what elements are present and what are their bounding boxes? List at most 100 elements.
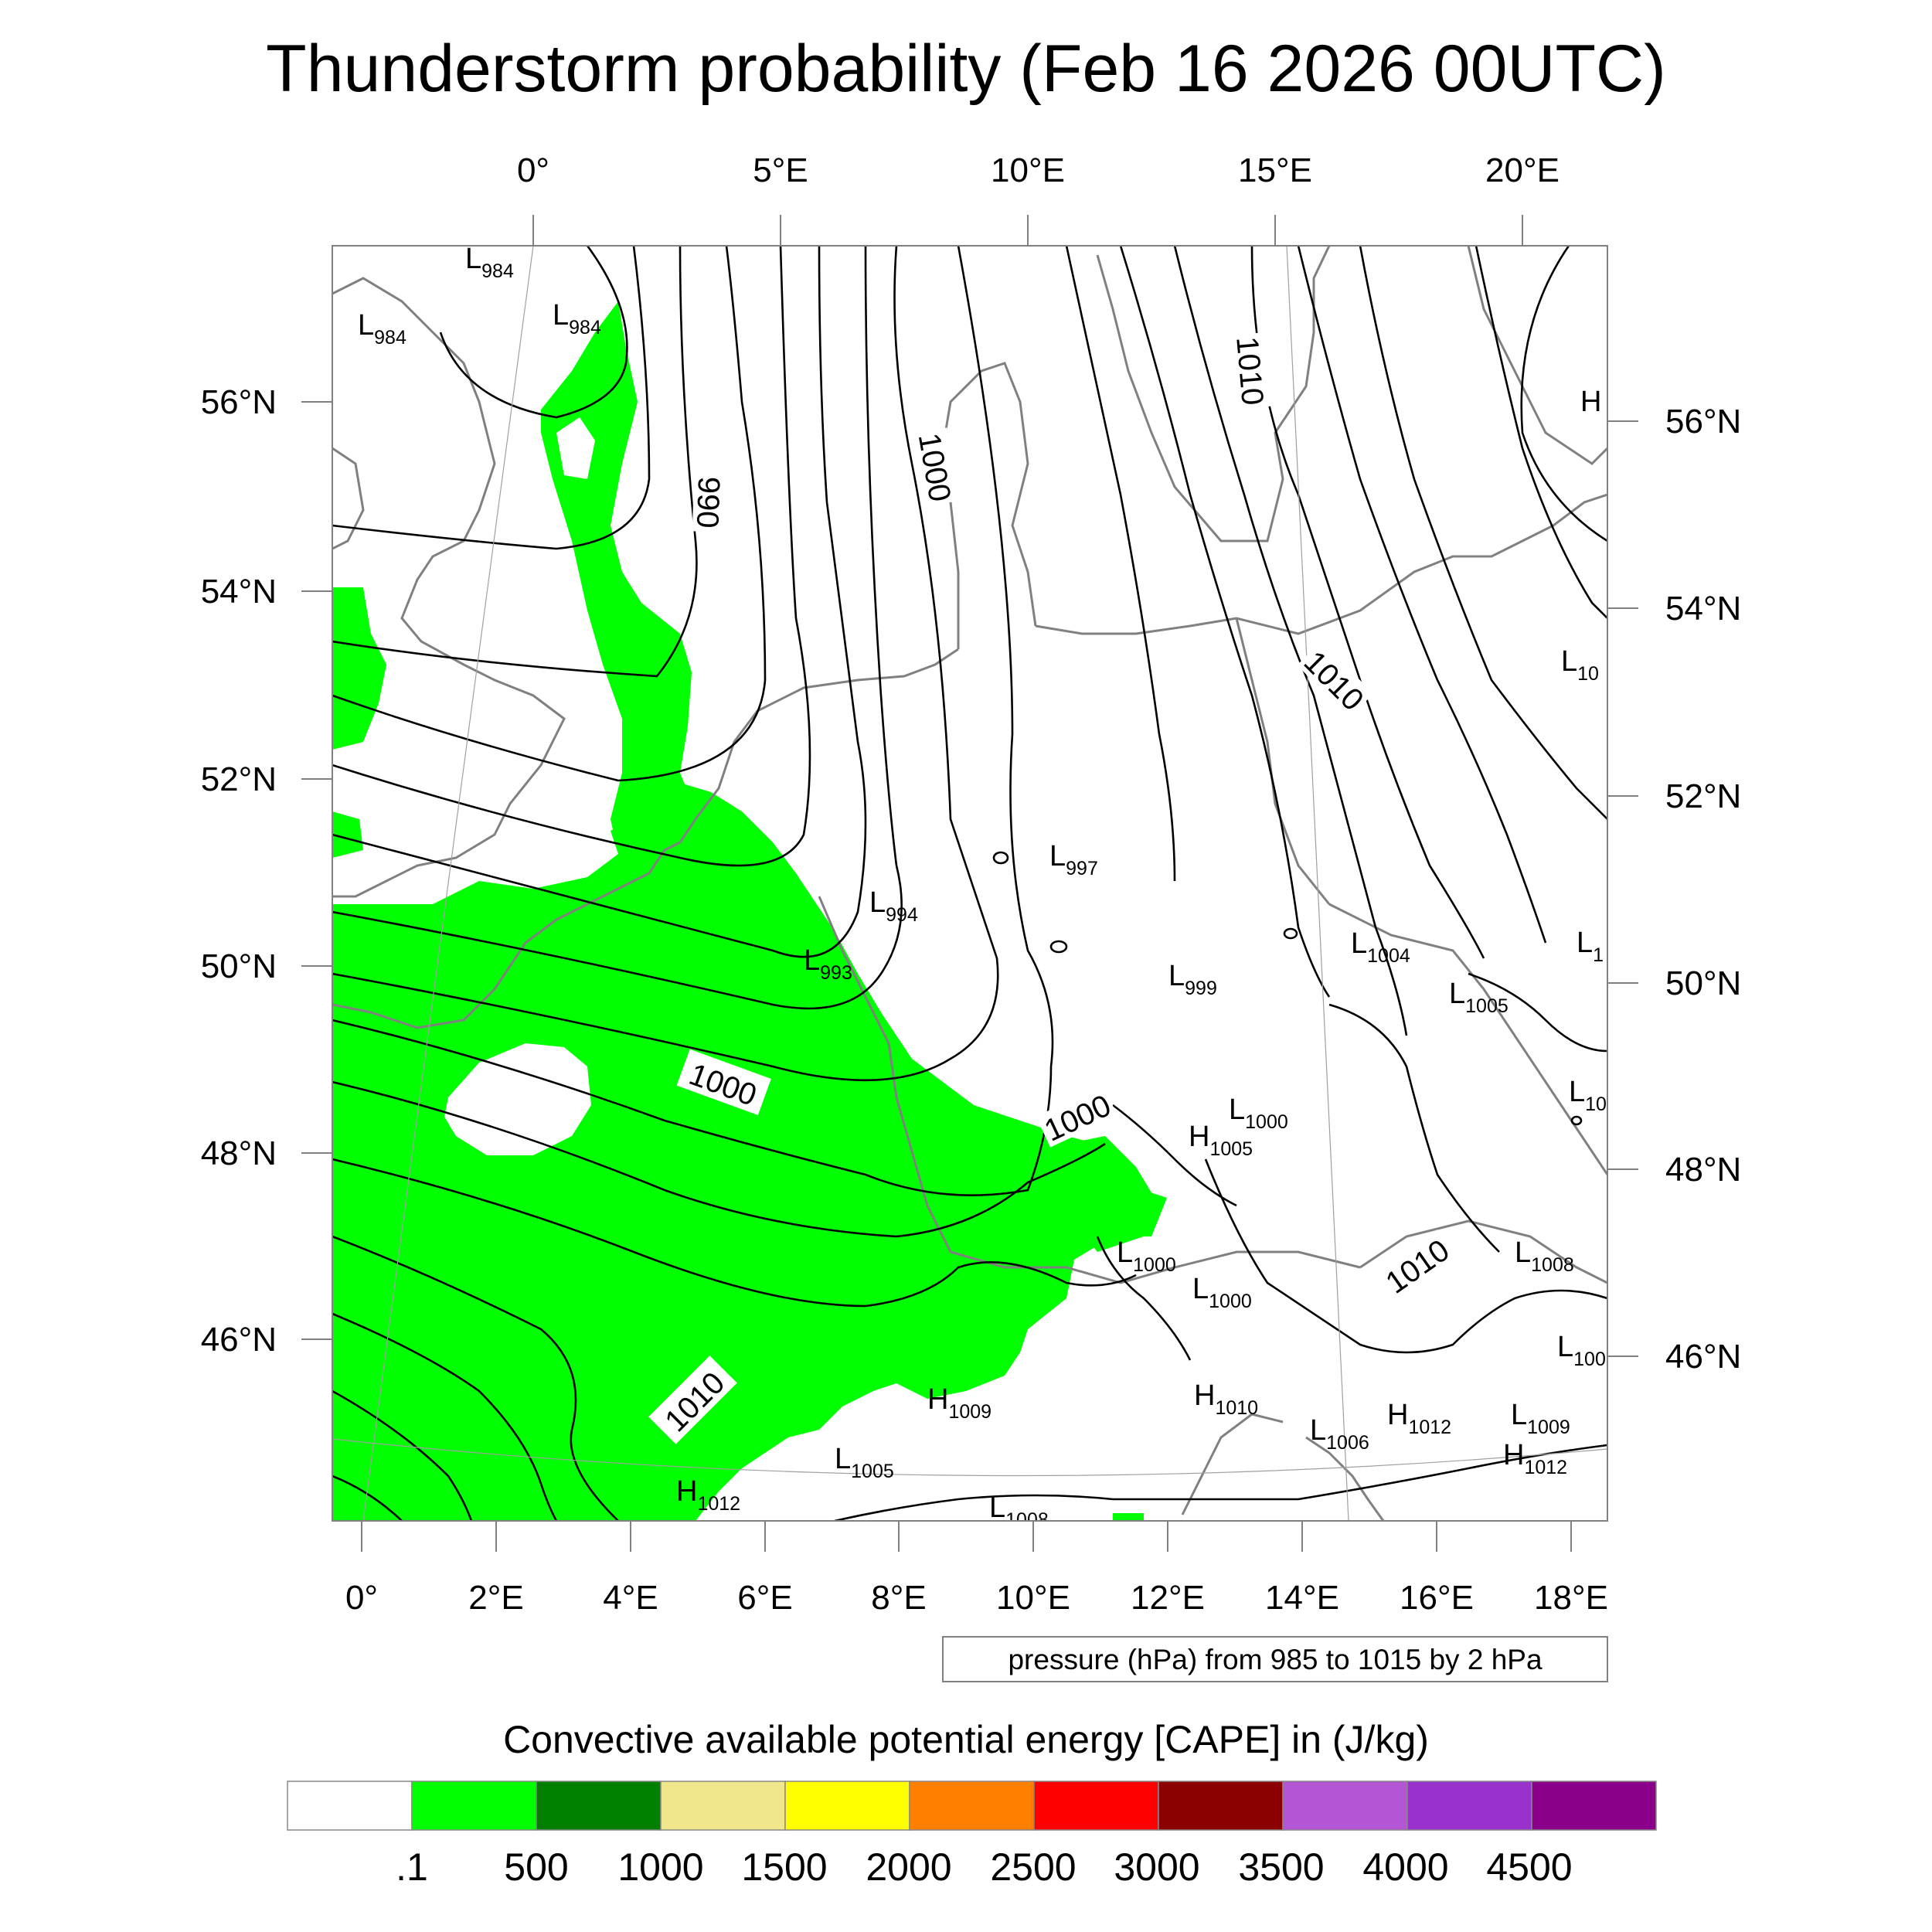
- pressure-center: L1005: [1449, 978, 1509, 1017]
- bottom-lon-label: 16°E: [1400, 1579, 1474, 1617]
- pressure-center: L993: [804, 944, 852, 984]
- pressure-center: L984: [553, 299, 601, 338]
- no-cape-hole-2: [556, 417, 595, 479]
- right-ticks: [1607, 420, 1638, 1357]
- graticule-meridian: [1286, 246, 1349, 1521]
- coastline-ireland: [332, 447, 365, 550]
- colorbar-label: 2500: [990, 1845, 1076, 1889]
- colorbar-label: 1500: [741, 1845, 827, 1889]
- top-lon-label: 20°E: [1485, 151, 1560, 189]
- top-lon-label: 0°: [517, 151, 549, 189]
- isobar: [332, 246, 811, 867]
- top-lon-label: 15°E: [1238, 151, 1312, 189]
- isobar: [439, 246, 628, 419]
- isobar: [1297, 246, 1547, 944]
- colorbar-label: 4500: [1486, 1845, 1572, 1889]
- figure-title: Thunderstorm probability (Feb 16 2026 00…: [266, 32, 1666, 106]
- bottom-lon-label: 12°E: [1131, 1579, 1205, 1617]
- pressure-center: L999: [1168, 960, 1217, 999]
- bottom-ticks: [361, 1521, 1572, 1552]
- map-area: 990 1000 1010 1010 1000 1000: [332, 243, 1607, 1521]
- pressure-center: L984: [465, 243, 514, 282]
- colorbar-swatch: [1158, 1781, 1284, 1831]
- pressure-center: H1012: [1387, 1399, 1451, 1438]
- bottom-lon-label: 4°E: [603, 1579, 658, 1617]
- bottom-lon-label: 6°E: [737, 1579, 792, 1617]
- isobar-closed: [1283, 927, 1298, 940]
- pressure-center: H1012: [676, 1475, 740, 1515]
- coastlines: [332, 246, 1607, 1521]
- isobar: [1468, 972, 1607, 1053]
- coastline-baltic-states: [1467, 246, 1607, 465]
- top-lon-label: 5°E: [753, 151, 808, 189]
- graticule-meridian: [362, 246, 534, 1521]
- no-cape-hole: [444, 1043, 591, 1155]
- colorbar-label: 500: [504, 1845, 568, 1889]
- coastline-adriatic: [1305, 1436, 1385, 1521]
- left-lat-label: 48°N: [201, 1134, 277, 1172]
- isobar: [332, 1475, 403, 1521]
- border-alps: [950, 1250, 1361, 1284]
- border-hungary: [1359, 1219, 1607, 1284]
- coastline-sweden: [1096, 246, 1331, 543]
- colorbar-label: 1000: [617, 1845, 703, 1889]
- pressure-center: L1006: [1310, 1414, 1369, 1454]
- colorbar-swatch: [1531, 1781, 1657, 1831]
- right-lat-label: 52°N: [1665, 777, 1741, 815]
- isobar: [1112, 1104, 1237, 1207]
- coastline-jutland: [941, 362, 1037, 649]
- bottom-longitude-labels: 0° 2°E 4°E 6°E 8°E 10°E 12°E 14°E 16°E 1…: [345, 1579, 1608, 1617]
- pressure-center: L1000: [1192, 1273, 1252, 1312]
- contour-label: 1010: [1376, 1230, 1457, 1301]
- right-lat-label: 56°N: [1665, 403, 1741, 440]
- isobar: [332, 246, 867, 958]
- coastline-italy-west: [1181, 1413, 1284, 1515]
- isobar: [1119, 246, 1331, 998]
- pressure-center: L1: [1577, 927, 1604, 966]
- svg-text:990: 990: [690, 476, 726, 529]
- isobar: [1065, 246, 1176, 882]
- bottom-lon-label: 14°E: [1265, 1579, 1339, 1617]
- pressure-center: L1009: [1511, 1399, 1570, 1438]
- pressure-center: L994: [869, 886, 918, 926]
- colorbar-label: .1: [396, 1845, 428, 1889]
- pressure-center: L100: [1557, 1331, 1606, 1370]
- pressure-center: L984: [358, 309, 406, 349]
- colorbar-swatch: [1033, 1781, 1159, 1831]
- isobar: [1520, 246, 1607, 543]
- isobar: [332, 1080, 1106, 1238]
- pressure-center: L1008: [1515, 1236, 1574, 1276]
- cape-speck: [1113, 1513, 1144, 1521]
- left-lat-label: 52°N: [201, 760, 277, 798]
- left-latitude-labels: 56°N 54°N 52°N 50°N 48°N 46°N: [201, 383, 277, 1359]
- contour-label: 1010: [1230, 332, 1273, 410]
- top-ticks: [532, 215, 1523, 246]
- contour-label: 990: [690, 472, 729, 532]
- top-longitude-labels: 0° 5°E 10°E 15°E 20°E: [517, 151, 1560, 189]
- bottom-lon-label: 8°E: [871, 1579, 926, 1617]
- pressure-center: H1009: [927, 1383, 992, 1423]
- colorbar: [287, 1781, 1657, 1831]
- bottom-lon-label: 10°E: [996, 1579, 1070, 1617]
- isobar: [332, 246, 903, 1010]
- right-lat-label: 54°N: [1665, 590, 1741, 628]
- pressure-center: L10: [1569, 1076, 1607, 1115]
- pressure-center: L10: [1561, 645, 1599, 685]
- colorbar-swatch: [784, 1781, 910, 1831]
- pressure-centers: L984 L984 L984 H L10 L997 L994 L993 L999…: [358, 243, 1607, 1521]
- isobar: [834, 1444, 1607, 1521]
- pressure-center: L997: [1049, 840, 1098, 879]
- right-latitude-labels: 56°N 54°N 52°N 50°N 48°N 46°N: [1665, 403, 1741, 1376]
- isobar: [332, 246, 698, 678]
- pressure-center: L1004: [1351, 927, 1410, 967]
- isobar: [1204, 1158, 1607, 1354]
- isobar: [332, 246, 651, 550]
- isobar: [1173, 246, 1408, 1036]
- coastline-france: [332, 841, 681, 1029]
- left-lat-label: 54°N: [201, 573, 277, 611]
- colorbar-swatch: [1282, 1781, 1408, 1831]
- isobar: [1096, 1236, 1192, 1361]
- right-lat-label: 48°N: [1665, 1151, 1741, 1189]
- colorbar-label: 4000: [1362, 1845, 1448, 1889]
- isobar: [332, 1312, 558, 1521]
